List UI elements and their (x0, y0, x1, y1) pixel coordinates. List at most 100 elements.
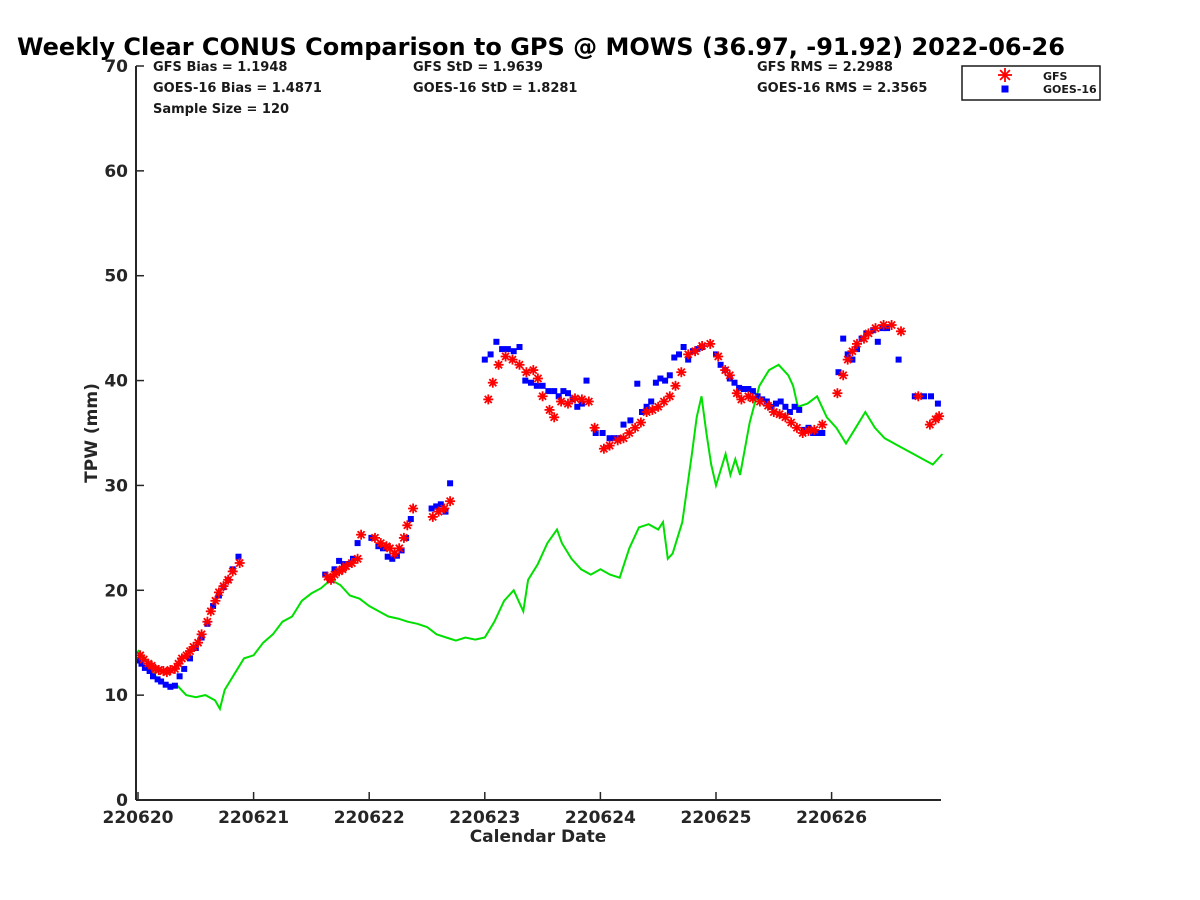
goes-16-point (800, 426, 807, 433)
goes-16-point (879, 325, 886, 332)
goes-16-point (481, 356, 488, 363)
y-tick-label: 60 (104, 162, 128, 182)
x-tick-label: 220624 (565, 808, 636, 828)
y-tick-label: 10 (104, 686, 128, 706)
gfs-point (604, 440, 615, 451)
goes-16-point (510, 348, 517, 355)
goes-16-point (176, 673, 183, 680)
gfs-point (521, 367, 532, 378)
stats-block: GFS Bias = 1.1948 GFS StD = 1.9639 GFS R… (153, 60, 927, 117)
goes-16-point (565, 390, 571, 397)
goes-16-point (235, 553, 242, 560)
gfs-point (852, 338, 862, 349)
gfs-point (676, 367, 687, 378)
goes-16-point (336, 557, 343, 564)
goes-16-point (768, 403, 775, 410)
gfs-point (532, 373, 543, 384)
goes-16-point (934, 400, 941, 407)
goes-16-point (611, 435, 618, 442)
goes-16-point (437, 501, 444, 508)
goes-16-point (666, 372, 673, 379)
gfs-point (514, 359, 525, 370)
gfs-point (439, 503, 450, 514)
goes-16-point (606, 435, 613, 442)
goes-16-point (819, 430, 826, 436)
gfs-point (173, 658, 184, 669)
x-axis-label: Calendar Date (470, 827, 607, 847)
goes-16-point (533, 382, 540, 389)
gfs-point (169, 663, 180, 674)
goes-16-point (786, 409, 793, 415)
goes-16-point (516, 344, 523, 350)
goes-16-point (874, 338, 881, 345)
gfs-point (398, 532, 409, 543)
gfs-point (234, 558, 245, 568)
goes-16-point (844, 351, 851, 358)
goes-16-point (146, 668, 153, 674)
gfs-point (196, 629, 207, 640)
stat-gfs-bias: GFS Bias = 1.1948 (153, 60, 287, 75)
gfs-point (847, 346, 858, 357)
gfs-point (202, 616, 213, 627)
goes-16-point (754, 393, 761, 400)
x-tick-label: 220622 (334, 808, 405, 828)
x-tick-label: 220626 (796, 808, 867, 828)
goes-16-point (749, 388, 756, 395)
stat-goes-bias: GOES-16 Bias = 1.4871 (153, 81, 322, 96)
y-tick-label: 40 (104, 372, 128, 392)
gfs-point (563, 398, 573, 409)
gfs-point (483, 394, 494, 405)
goes-16-point (796, 406, 803, 413)
goes-16-point (167, 683, 174, 690)
gfs-point (713, 351, 724, 362)
goes-16-point (763, 398, 770, 405)
gfs-point (326, 574, 336, 585)
gfs-legend-asterisk (998, 68, 1012, 82)
goes-16-point (442, 508, 449, 515)
goes-16-point (162, 681, 169, 688)
goes-16-point (154, 676, 161, 683)
goes-16-point (141, 664, 148, 671)
legend-gfs-label: GFS (1043, 70, 1068, 83)
gfs-point (763, 400, 773, 411)
gfs-point (896, 326, 906, 337)
gfs-point (205, 606, 216, 617)
goes-16-point (499, 346, 506, 353)
gfs-point (213, 587, 224, 598)
goes-16-point (634, 380, 641, 387)
goes-16-point (574, 403, 581, 410)
goes-16-point (810, 430, 817, 436)
gfs-point (664, 391, 675, 402)
goes-16-point (138, 660, 145, 667)
goes-16-point (782, 403, 789, 410)
stat-gfs-rms: GFS RMS = 2.2988 (757, 60, 893, 75)
stat-sample-size: Sample Size = 120 (153, 102, 289, 117)
gfs-point (445, 496, 456, 507)
goes-16-point (569, 396, 576, 403)
gfs-point (838, 370, 849, 381)
goes-16-point (791, 403, 798, 410)
gfs-point (223, 574, 234, 585)
gfs-point (870, 323, 881, 334)
goes-16-point (407, 516, 414, 522)
gfs-point (537, 391, 548, 402)
gfs-point (507, 354, 518, 365)
gfs-point (346, 558, 357, 568)
x-tick-label: 220621 (218, 808, 289, 828)
gfs-point (583, 396, 594, 407)
goes-16-point (135, 657, 141, 664)
goes-16-point (583, 377, 590, 384)
y-tick-label: 50 (104, 267, 128, 287)
gfs-point (832, 388, 843, 399)
gfs-point (659, 396, 669, 407)
goes-16-point (921, 393, 928, 400)
gfs-point (544, 404, 555, 415)
goes-16-point (331, 566, 338, 573)
legend-goes-label: GOES-16 (1043, 83, 1097, 96)
goes-16-point (171, 682, 178, 689)
goes-16-point (150, 673, 156, 680)
y-tick-label: 70 (104, 57, 128, 77)
goes-16-point (504, 346, 511, 353)
gfs-point (402, 520, 413, 531)
goes-16-point (745, 386, 752, 392)
